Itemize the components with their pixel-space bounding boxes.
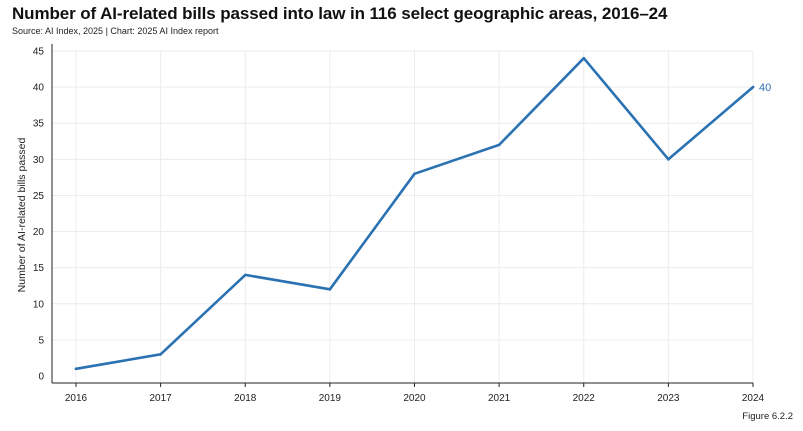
x-tick-label: 2017 <box>150 393 173 404</box>
y-tick-label: 25 <box>33 191 45 202</box>
series: 40 <box>74 56 771 371</box>
axes <box>51 44 754 387</box>
data-point <box>159 353 162 356</box>
x-tick-label: 2023 <box>657 393 680 404</box>
data-point <box>74 367 78 371</box>
y-tick-label: 5 <box>38 335 44 346</box>
x-tick-label: 2021 <box>488 393 511 404</box>
y-tick-label: 20 <box>33 227 45 238</box>
y-axis-label: Number of AI-related bills passed <box>16 138 28 293</box>
chart-source: Source: AI Index, 2025 | Chart: 2025 AI … <box>12 26 219 36</box>
data-point <box>328 288 332 291</box>
y-tick-label: 10 <box>33 299 45 310</box>
y-tick-label: 45 <box>33 47 45 58</box>
chart-title: Number of AI-related bills passed into l… <box>12 4 668 23</box>
y-tick-label: 15 <box>33 263 45 274</box>
x-tick-label: 2022 <box>573 393 596 404</box>
data-point <box>497 143 501 147</box>
tick-labels: 0 5 10 15 20 25 30 35 40 45 2016 2017 2018 2019 2020 20… <box>33 47 765 405</box>
data-point <box>413 172 416 176</box>
x-tick-label: 2024 <box>742 393 765 404</box>
data-point <box>667 158 670 161</box>
y-tick-label: 40 <box>33 83 45 94</box>
y-tick-label: 35 <box>33 119 45 130</box>
data-point <box>751 85 755 89</box>
x-tick-label: 2016 <box>65 393 88 404</box>
x-tick-label: 2018 <box>234 393 257 404</box>
grid-lines <box>52 50 754 383</box>
data-point <box>243 273 247 277</box>
y-tick-label: 0 <box>38 372 44 383</box>
x-tick-label: 2019 <box>319 393 342 404</box>
x-tick-label: 2020 <box>403 393 426 404</box>
y-tick-label: 30 <box>33 155 45 166</box>
end-value-label: 40 <box>759 82 771 94</box>
figure-number: Figure 6.2.2 <box>742 411 793 422</box>
data-point <box>582 56 586 60</box>
